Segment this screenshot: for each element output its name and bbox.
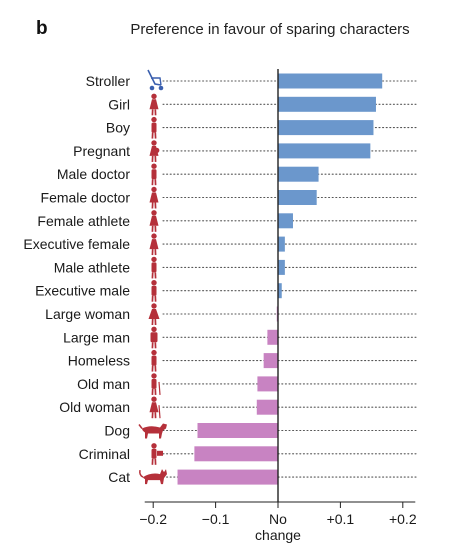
male-athlete-icon [151, 256, 157, 279]
category-label: Female athlete [37, 213, 130, 229]
old-woman-icon [149, 396, 161, 419]
panel-label: b [36, 18, 48, 39]
bar-boy [278, 120, 374, 136]
female-doctor-icon [149, 186, 159, 209]
category-label: Criminal [79, 446, 130, 462]
bar-cat [177, 469, 278, 485]
category-label: Stroller [86, 73, 131, 89]
female-athlete-icon [149, 210, 159, 232]
category-label: Male athlete [54, 259, 130, 275]
bar-executive-female [278, 236, 285, 252]
large-woman-icon [148, 303, 160, 326]
cat-icon [139, 469, 167, 485]
category-label: Old man [77, 376, 130, 392]
category-label: Boy [106, 120, 130, 136]
bar-pregnant [278, 143, 371, 159]
category-labels: Stroller Girl Boy Pregnant Male doctor Female… [23, 73, 130, 485]
category-label: Executive female [23, 236, 130, 252]
leader-dots [162, 80, 417, 478]
large-man-icon [150, 326, 158, 349]
bar-stroller [278, 73, 383, 89]
old-man-icon [151, 373, 161, 395]
category-label: Female doctor [41, 190, 131, 206]
criminal-icon [151, 443, 163, 465]
stroller-icon [147, 69, 164, 91]
bar-homeless [263, 353, 278, 369]
category-label: Male doctor [57, 166, 130, 182]
category-label: Dog [104, 423, 130, 439]
bar-female-doctor [278, 190, 317, 205]
male-doctor-icon [151, 163, 157, 186]
dog-icon [138, 423, 167, 439]
category-label: Pregnant [73, 143, 130, 159]
bar-dog [197, 423, 278, 438]
bar-girl [278, 96, 376, 112]
category-label: Large woman [45, 306, 130, 322]
bar-executive-male [278, 283, 282, 299]
category-label: Girl [108, 96, 130, 112]
girl-icon [149, 93, 159, 116]
x-tick-label: +0.2 [389, 511, 417, 527]
category-label: Cat [108, 469, 130, 485]
category-label: Executive male [35, 283, 130, 299]
bar-criminal [194, 446, 278, 462]
executive-male-icon [151, 280, 157, 302]
chart-title: Preference in favour of sparing characte… [130, 21, 409, 38]
bar-female-athlete [278, 213, 293, 229]
x-tick-label: −0.1 [202, 511, 230, 527]
bar-male-doctor [278, 166, 319, 182]
executive-female-icon [149, 233, 159, 256]
category-label: Large man [63, 329, 130, 345]
x-zero-sublabel: change [255, 527, 301, 543]
bar-old-woman [256, 399, 278, 415]
x-tick-label: +0.1 [327, 511, 355, 527]
x-axis: −0.2 −0.1 No +0.1 +0.2 change [139, 69, 417, 543]
category-label: Old woman [59, 399, 130, 415]
character-icons [138, 69, 167, 485]
boy-icon [151, 116, 157, 139]
bar-male-athlete [278, 259, 285, 275]
homeless-icon [151, 349, 157, 372]
bar-large-man [267, 329, 278, 345]
bar-old-man [257, 376, 278, 392]
pregnant-icon [149, 140, 160, 162]
x-tick-label: −0.2 [139, 511, 167, 527]
category-label: Homeless [68, 353, 130, 369]
bars [177, 73, 383, 485]
x-tick-label: No [269, 511, 287, 527]
